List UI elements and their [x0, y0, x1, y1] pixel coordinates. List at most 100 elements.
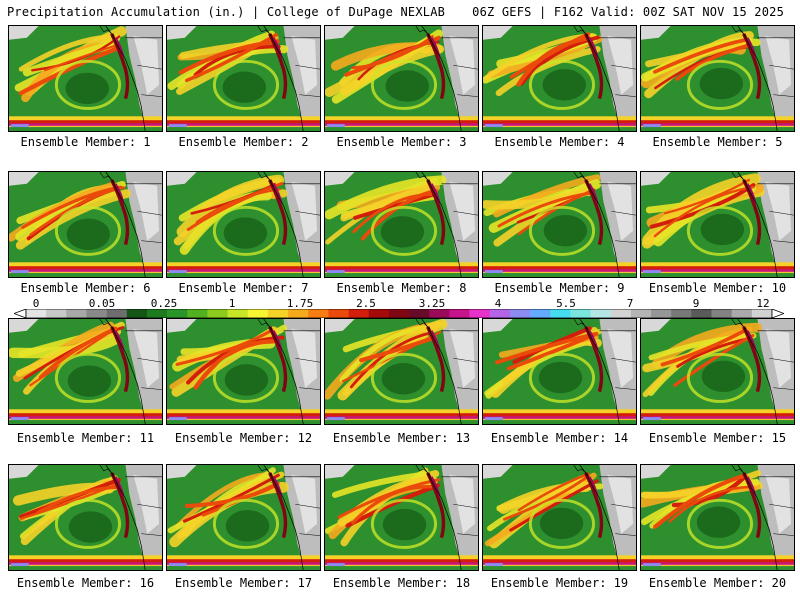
ensemble-member-label: Ensemble Member: 17 — [174, 576, 313, 590]
ensemble-map-panel — [324, 171, 479, 278]
colorbar-tick-label: 0.05 — [88, 297, 116, 310]
precipitation-map — [483, 465, 636, 570]
colorbar-segment — [550, 309, 571, 318]
colorbar-segment — [46, 309, 67, 318]
ensemble-map-panel — [640, 25, 795, 132]
ensemble-map-panel — [640, 171, 795, 278]
ensemble-member-label: Ensemble Member: 6 — [20, 281, 151, 295]
colorbar-segment — [86, 309, 107, 318]
ensemble-member-label: Ensemble Member: 20 — [648, 576, 787, 590]
colorbar-segment — [348, 309, 370, 318]
colorbar-left-arrow — [14, 309, 27, 318]
precipitation-map — [483, 26, 636, 131]
ensemble-member-label: Ensemble Member: 4 — [494, 135, 625, 149]
colorbar-tick-label: 1 — [228, 297, 236, 310]
precipitation-map — [9, 319, 162, 424]
colorbar-segment — [711, 309, 732, 318]
precipitation-map — [641, 319, 794, 424]
precipitation-map — [167, 319, 320, 424]
ensemble-member-label: Ensemble Member: 16 — [16, 576, 155, 590]
precipitation-map — [167, 26, 320, 131]
ensemble-member-label: Ensemble Member: 7 — [178, 281, 309, 295]
ensemble-member-label: Ensemble Member: 12 — [174, 431, 313, 445]
colorbar-segment — [509, 309, 531, 318]
precipitation-map — [167, 465, 320, 570]
colorbar-segment — [308, 309, 329, 318]
colorbar-segment — [247, 309, 269, 318]
precipitation-map — [325, 465, 478, 570]
ensemble-member-label: Ensemble Member: 15 — [648, 431, 787, 445]
ensemble-member-label: Ensemble Member: 9 — [494, 281, 625, 295]
colorbar-segment — [610, 309, 632, 318]
ensemble-member-label: Ensemble Member: 13 — [332, 431, 471, 445]
colorbar-segment — [570, 309, 591, 318]
precipitation-map — [325, 26, 478, 131]
precipitation-map — [325, 172, 478, 277]
colorbar-segment — [590, 309, 612, 318]
colorbar-segment — [651, 309, 672, 318]
ensemble-map-panel — [8, 318, 163, 425]
colorbar-segment — [187, 309, 208, 318]
colorbar-segment — [26, 309, 47, 318]
colorbar-tick-label: 7 — [626, 297, 634, 310]
ensemble-map-panel — [324, 318, 479, 425]
ensemble-map-panel — [8, 464, 163, 571]
precipitation-map — [641, 465, 794, 570]
colorbar-tick-label: 3.25 — [418, 297, 446, 310]
colorbar-segment — [146, 309, 168, 318]
ensemble-member-label: Ensemble Member: 11 — [16, 431, 155, 445]
colorbar-segment — [288, 309, 309, 318]
colorbar-segment — [731, 309, 753, 318]
precipitation-map — [9, 172, 162, 277]
ensemble-map-panel — [166, 464, 321, 571]
model-run-info: 06Z GEFS | F162 Valid: 00Z SAT NOV 15 20… — [472, 5, 784, 19]
precipitation-map — [9, 26, 162, 131]
chart-title: Precipitation Accumulation (in.) | Colle… — [7, 5, 446, 19]
ensemble-map-panel — [324, 25, 479, 132]
ensemble-map-panel — [640, 318, 795, 425]
colorbar-segment — [691, 309, 712, 318]
colorbar-segment — [429, 309, 450, 318]
colorbar-segment — [469, 309, 491, 318]
colorbar-segment — [207, 309, 228, 318]
ensemble-map-panel — [8, 25, 163, 132]
colorbar-tick-label: 2.5 — [356, 297, 376, 310]
ensemble-member-label: Ensemble Member: 18 — [332, 576, 471, 590]
colorbar-segment — [328, 309, 349, 318]
colorbar-tick-label: 5.5 — [556, 297, 576, 310]
colorbar-segment — [630, 309, 652, 318]
colorbar-segment — [409, 309, 430, 318]
colorbar-segment — [227, 309, 249, 318]
colorbar-tick-label: 12 — [756, 297, 770, 310]
colorbar-segment — [530, 309, 551, 318]
ensemble-map-panel — [166, 318, 321, 425]
ensemble-member-label: Ensemble Member: 3 — [336, 135, 467, 149]
precipitation-map — [325, 319, 478, 424]
ensemble-member-label: Ensemble Member: 10 — [648, 281, 787, 295]
colorbar-right-arrow — [771, 309, 784, 318]
ensemble-map-panel — [482, 171, 637, 278]
ensemble-map-panel — [166, 25, 321, 132]
ensemble-member-label: Ensemble Member: 14 — [490, 431, 629, 445]
ensemble-member-label: Ensemble Member: 1 — [20, 135, 151, 149]
ensemble-map-panel — [482, 318, 637, 425]
colorbar-segment — [267, 309, 289, 318]
colorbar-segment — [66, 309, 87, 318]
ensemble-map-panel — [482, 464, 637, 571]
ensemble-map-panel — [166, 171, 321, 278]
ensemble-map-panel — [324, 464, 479, 571]
colorbar-segment — [671, 309, 692, 318]
colorbar-tick-label: 1.75 — [286, 297, 314, 310]
colorbar-segment — [126, 309, 148, 318]
colorbar-tick-label: 9 — [692, 297, 700, 310]
colorbar-tick-label: 0.25 — [150, 297, 178, 310]
precipitation-map — [483, 319, 636, 424]
colorbar-segment — [449, 309, 470, 318]
colorbar-tick-label: 0 — [32, 297, 40, 310]
precipitation-map — [641, 26, 794, 131]
ensemble-member-label: Ensemble Member: 19 — [490, 576, 629, 590]
colorbar-tick-label: 4 — [494, 297, 502, 310]
precipitation-map — [9, 465, 162, 570]
ensemble-map-panel — [8, 171, 163, 278]
colorbar-segment — [167, 309, 188, 318]
